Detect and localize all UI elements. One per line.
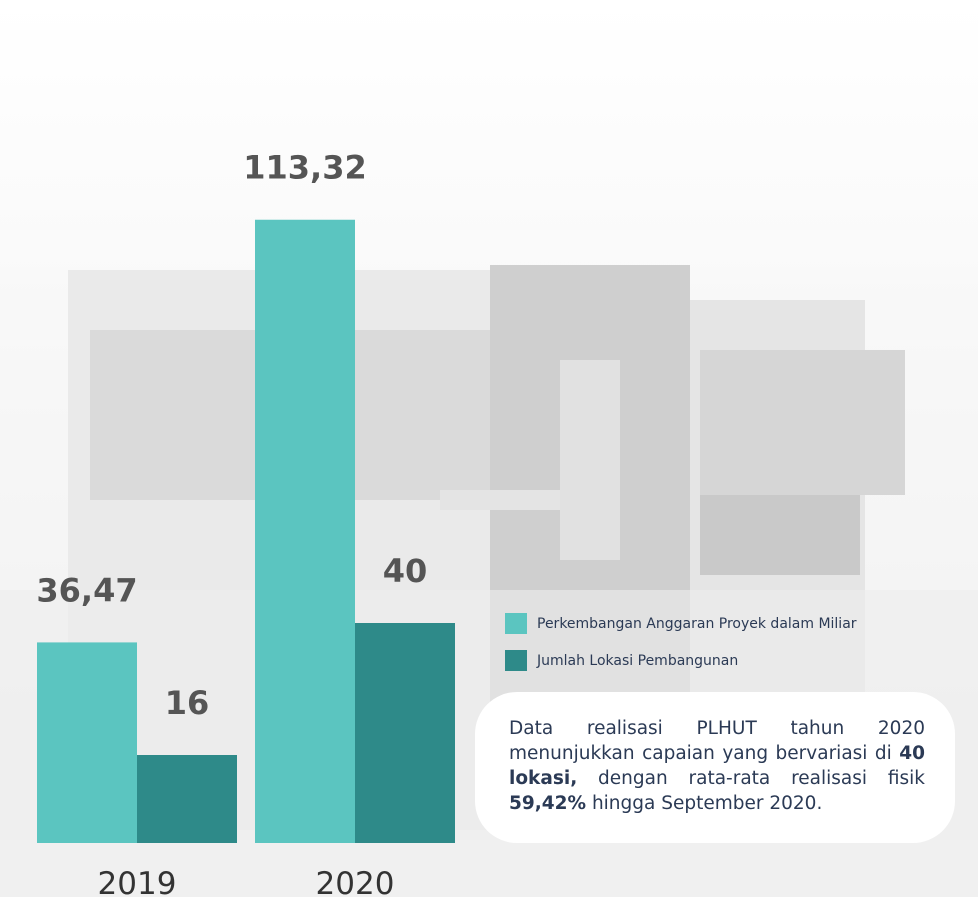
bar xyxy=(137,755,237,843)
note-text: hingga September 2020. xyxy=(586,793,823,814)
note-text: Data realisasi PLHUT tahun 2020 menunjuk… xyxy=(509,718,925,764)
value-label: 40 xyxy=(383,552,428,590)
note-box: Data realisasi PLHUT tahun 2020 menunjuk… xyxy=(475,692,955,843)
legend-label: Perkembangan Anggaran Proyek dalam Milia… xyxy=(537,616,857,632)
note-highlight: 59,42% xyxy=(509,793,587,814)
x-tick-label: 2020 xyxy=(316,866,395,897)
legend-swatch xyxy=(505,650,527,671)
legend-swatch xyxy=(505,613,527,634)
value-label: 16 xyxy=(165,684,210,722)
note-text: dengan rata-rata realisasi fisik xyxy=(577,768,925,789)
bar xyxy=(355,623,455,843)
note-highlight: 40 lokasi, xyxy=(509,743,925,789)
value-label: 113,32 xyxy=(243,149,366,187)
bar xyxy=(255,219,355,844)
x-tick-label: 2019 xyxy=(98,866,177,897)
legend-label: Jumlah Lokasi Pembangunan xyxy=(536,653,738,669)
bar xyxy=(37,642,137,843)
value-label: 36,47 xyxy=(36,571,137,609)
